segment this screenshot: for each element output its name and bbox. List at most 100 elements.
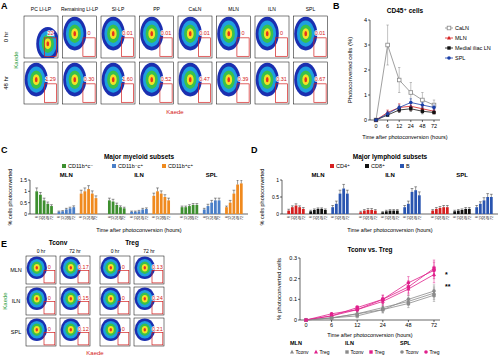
legend-marker: [400, 350, 404, 354]
plot-frame: [26, 318, 56, 346]
plot-frame: [24, 62, 58, 104]
column-header: PP: [153, 6, 160, 12]
bar: [479, 204, 482, 214]
gate-value: 0.01: [161, 30, 172, 36]
error-bar: [134, 211, 137, 213]
cell-density: [110, 297, 112, 300]
plot-frame: [140, 16, 174, 58]
cell-density: [35, 77, 38, 82]
cell-density: [146, 24, 158, 42]
series-line: [376, 106, 434, 120]
marker: [432, 106, 436, 110]
error-bar: [479, 202, 482, 204]
gate-value: 0.30: [84, 76, 95, 82]
cell-density: [103, 321, 119, 338]
error-bar: [61, 210, 64, 212]
cell-density: [36, 297, 38, 300]
cell-density: [266, 31, 269, 36]
cell-density: [110, 328, 112, 331]
cell-density: [146, 70, 158, 88]
column-header: 0 hr: [111, 248, 120, 254]
error-bar: [410, 99, 412, 107]
cell-density: [70, 328, 72, 331]
bar: [214, 200, 217, 214]
error-bar: [382, 307, 384, 313]
bar: [160, 194, 163, 214]
cell-density: [227, 77, 230, 82]
bar: [156, 191, 159, 214]
gate-value: 0: [48, 295, 51, 301]
bar: [203, 209, 206, 214]
bar: [87, 189, 90, 214]
bar: [302, 209, 305, 214]
plot-frame: [26, 256, 56, 284]
error-bar: [356, 312, 358, 316]
cell-density: [31, 293, 42, 305]
cell-density: [39, 31, 57, 57]
cell-density: [297, 67, 315, 93]
gate-value: 0: [48, 264, 51, 270]
error-bar: [330, 317, 332, 319]
bar: [396, 211, 399, 214]
legend-marker: [345, 350, 348, 353]
cell-density: [108, 264, 114, 271]
cell-density: [137, 290, 153, 307]
cell-density: [42, 34, 54, 52]
marker: [304, 318, 308, 322]
marker: [374, 118, 378, 122]
plot-area: [374, 25, 436, 122]
cell-density: [66, 67, 84, 93]
cell-density: [184, 24, 196, 42]
annotation: **: [445, 283, 451, 290]
y-axis: [300, 258, 301, 320]
error-bar: [167, 198, 170, 200]
y-tick: [280, 197, 282, 198]
column-header: 72 hr: [69, 248, 81, 254]
bar: [233, 194, 236, 214]
error-bar: [421, 103, 423, 108]
cell-density: [46, 41, 49, 46]
error-bar: [184, 206, 187, 207]
column-header: 72 hr: [143, 248, 155, 254]
plot-area: [35, 180, 242, 214]
bar: [331, 207, 334, 214]
marker: [409, 107, 412, 110]
error-bar: [486, 194, 489, 197]
bar: [58, 212, 61, 214]
legend-label: CD4⁺: [336, 163, 350, 169]
cell-density: [73, 31, 76, 36]
cell-density: [184, 70, 196, 88]
plot-area: [304, 260, 436, 322]
x-tick-label: 72: [94, 216, 98, 220]
error-bar: [392, 210, 395, 211]
marker: [381, 298, 384, 301]
error-bar: [339, 190, 342, 193]
cell-density: [73, 77, 76, 82]
bar: [138, 211, 141, 214]
y-axis-label: % cells photoconverted: [7, 169, 13, 226]
series-line: [376, 103, 434, 121]
gate-value: 22: [47, 30, 53, 36]
bar: [192, 205, 195, 214]
error-bar: [302, 208, 305, 209]
marker: [330, 316, 334, 320]
bar: [483, 200, 486, 214]
bar: [407, 204, 410, 214]
plot-frame: [134, 256, 164, 284]
legend-label: Tconv: [351, 349, 365, 355]
error-bar: [382, 307, 384, 313]
gate: [44, 38, 56, 56]
cell-density: [63, 321, 79, 338]
bar: [309, 211, 312, 214]
error-bar: [123, 207, 126, 208]
group-label: SPL: [206, 172, 218, 178]
x-tick-label: 72: [446, 216, 450, 220]
legend-label: Treg: [375, 349, 385, 355]
gate-value: 0.01: [122, 30, 133, 36]
error-bar: [95, 196, 98, 198]
cell-density: [139, 324, 150, 336]
bar: [385, 211, 388, 214]
error-bar: [112, 199, 115, 201]
cell-density: [137, 259, 153, 276]
error-bar: [313, 209, 316, 210]
